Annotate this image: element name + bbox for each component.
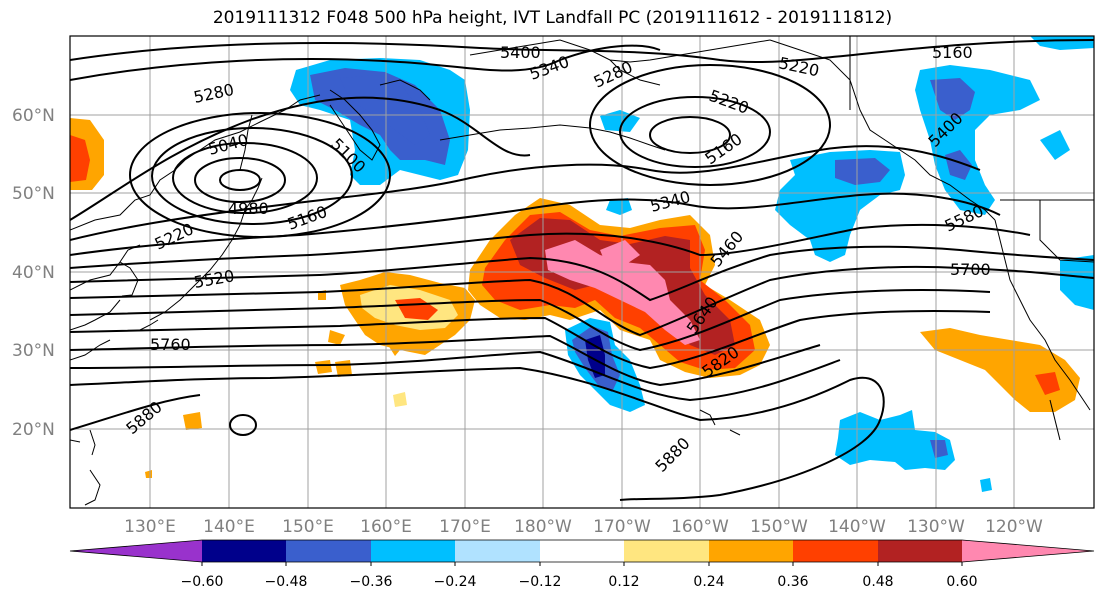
latitude-label: 60°N — [12, 106, 55, 126]
colorbar-tick-label: −0.24 — [434, 574, 477, 590]
colorbar-tick-label: −0.60 — [181, 574, 224, 590]
colorbar-segment — [70, 540, 202, 562]
colorbar-segment — [709, 540, 793, 562]
colorbar-segment — [624, 540, 709, 562]
colorbar-tick-label: −0.12 — [519, 574, 562, 590]
colorbar-segment — [455, 540, 540, 562]
colorbar-tick-label: 0.12 — [608, 574, 639, 590]
contour-label: 4980 — [228, 199, 269, 218]
colorbar-tick-label: −0.48 — [265, 574, 308, 590]
latitude-label: 40°N — [12, 263, 55, 283]
longitude-label: 120°W — [985, 517, 1043, 537]
colorbar-ticks: −0.60 −0.48 −0.36 −0.24 −0.12 0.12 0.24 … — [181, 574, 978, 590]
colorbar-segment — [371, 540, 455, 562]
colorbar-segment — [793, 540, 878, 562]
colorbar-tick-label: 0.36 — [777, 574, 808, 590]
contour-label: 5160 — [932, 43, 973, 62]
longitude-label: 170°W — [593, 517, 651, 537]
longitude-label: 150°W — [750, 517, 808, 537]
contour-label: 5400 — [500, 43, 541, 62]
contour-label: 5760 — [150, 335, 191, 354]
longitude-labels: 130°E 140°E 150°E 160°E 170°E 180°W 170°… — [124, 517, 1043, 537]
latitude-label: 50°N — [12, 184, 55, 204]
longitude-label: 140°W — [828, 517, 886, 537]
colorbar-segment — [962, 540, 1094, 562]
latitude-label: 30°N — [12, 341, 55, 361]
colorbar-segment — [878, 540, 962, 562]
coastlines — [70, 36, 1094, 506]
colorbar-segment — [540, 540, 624, 562]
longitude-label: 160°W — [671, 517, 729, 537]
latitude-labels: 60°N 50°N 40°N 30°N 20°N — [12, 106, 55, 440]
colorbar-tick-label: 0.24 — [693, 574, 724, 590]
longitude-label: 140°E — [203, 517, 255, 537]
colorbar-tick-label: 0.60 — [946, 574, 977, 590]
longitude-label: 150°E — [282, 517, 334, 537]
colorbar-tick-label: −0.36 — [350, 574, 393, 590]
plot-title: 2019111312 F048 500 hPa height, IVT Land… — [212, 8, 893, 28]
contour-label: 5700 — [950, 260, 991, 279]
graticule — [70, 36, 1094, 508]
map-frame — [69, 35, 1095, 509]
colorbar — [69, 539, 1095, 566]
height-contours — [70, 39, 1094, 501]
colorbar-segment — [202, 540, 286, 562]
longitude-label: 170°E — [439, 517, 491, 537]
colorbar-tick-label: 0.48 — [862, 574, 893, 590]
latitude-label: 20°N — [12, 420, 55, 440]
longitude-label: 180°W — [514, 517, 572, 537]
colorbar-segment — [286, 540, 371, 562]
longitude-label: 130°W — [907, 517, 965, 537]
longitude-label: 160°E — [360, 517, 412, 537]
longitude-label: 130°E — [124, 517, 176, 537]
